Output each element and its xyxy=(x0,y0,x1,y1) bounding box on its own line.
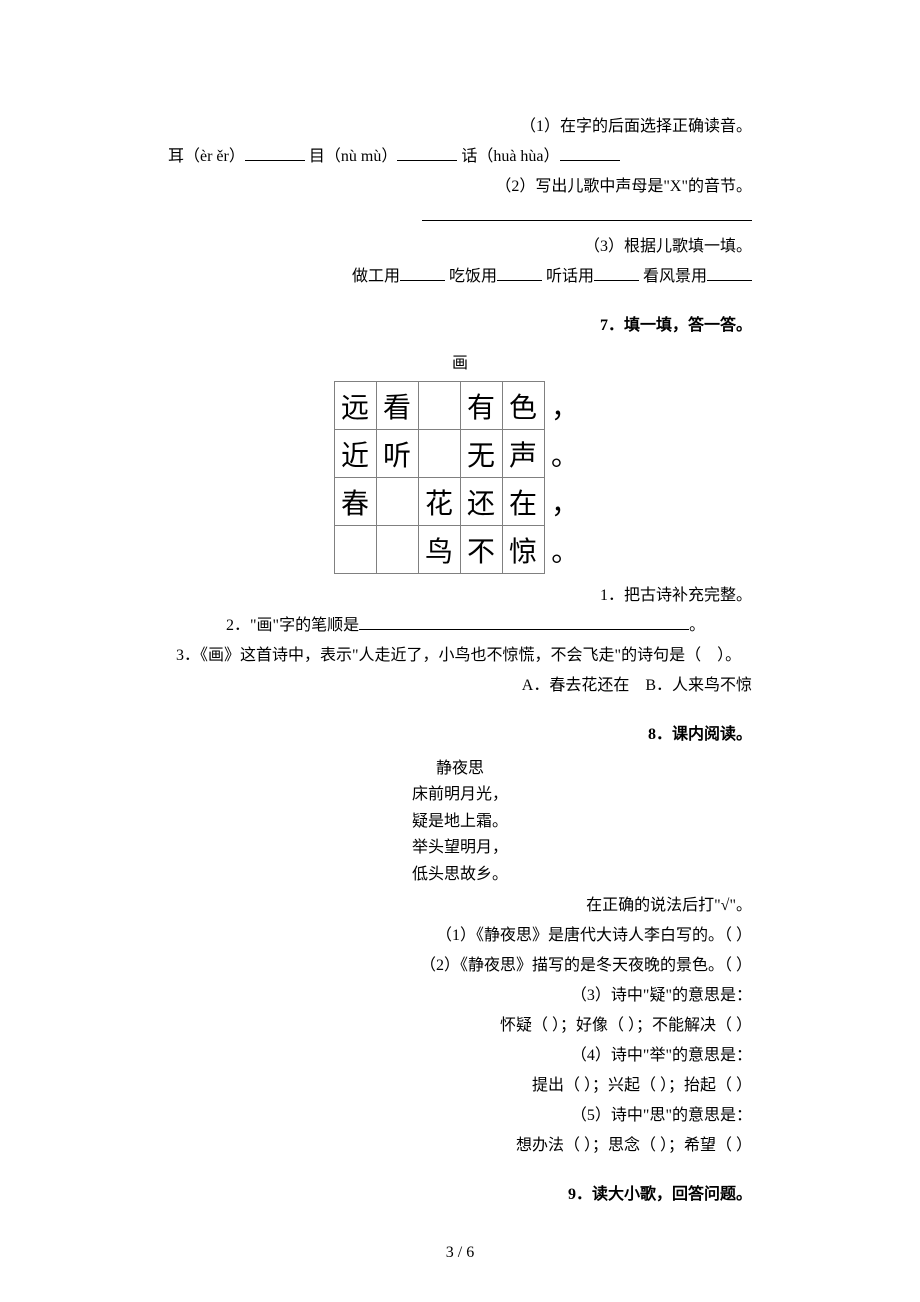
q8-heading: 8．课内阅读。 xyxy=(168,720,752,744)
q7-sub1: 1．把古诗补充完整。 xyxy=(168,584,752,608)
q8-s5b: 想办法（ ）；思念（ ）；希望（ ） xyxy=(168,1134,752,1158)
q7-sub2-prefix: 2．"画"字的笔顺是 xyxy=(226,617,359,634)
q7-options: A．春去花还在 B．人来鸟不惊 xyxy=(168,674,752,698)
blank-strokes[interactable] xyxy=(359,614,689,630)
blank-ear[interactable] xyxy=(245,145,305,161)
poem-cell: 远 xyxy=(334,382,376,430)
q9-heading: 9．读大小歌，回答问题。 xyxy=(168,1180,752,1204)
poem-cell: 惊 xyxy=(502,526,544,574)
blank-listen[interactable] xyxy=(594,265,639,281)
blank-eat[interactable] xyxy=(497,265,542,281)
poem-row-3: 春 花 还 在 ， xyxy=(334,478,586,526)
q8-poem-l4: 低头思故乡。 xyxy=(168,864,752,886)
q6-pinyin-line: 耳（èr ěr） 目（nù mù） 话（huà hùa） xyxy=(168,145,752,169)
poem-cell: 听 xyxy=(376,430,418,478)
poem-row-1: 远 看 有 色 ， xyxy=(334,382,586,430)
q8-s2: （2）《静夜思》描写的是冬天夜晚的景色。（ ） xyxy=(168,954,752,978)
q8-poem-l2: 疑是地上霜。 xyxy=(168,811,752,833)
poem-punct: ， xyxy=(544,382,586,430)
blank-hua[interactable] xyxy=(560,145,620,161)
poem-cell: 声 xyxy=(502,430,544,478)
poem-grid: 远 看 有 色 ， 近 听 无 声 。 春 花 还 在 ， 鸟 不 惊 。 xyxy=(334,381,587,574)
poem-cell-blank[interactable] xyxy=(376,478,418,526)
poem-cell: 鸟 xyxy=(418,526,460,574)
q7-sub2-suffix: 。 xyxy=(689,617,705,634)
q6-listen: 听话用 xyxy=(546,268,594,285)
poem-punct: 。 xyxy=(544,430,586,478)
poem-cell: 花 xyxy=(418,478,460,526)
blank-eye[interactable] xyxy=(397,145,457,161)
q6-see: 看风景用 xyxy=(643,268,707,285)
poem-cell: 近 xyxy=(334,430,376,478)
poem-cell: 无 xyxy=(460,430,502,478)
blank-x-syllable[interactable] xyxy=(422,205,752,221)
q8-s4b: 提出（ ）；兴起（ ）；抬起（ ） xyxy=(168,1074,752,1098)
q6-fill-line: 做工用 吃饭用 听话用 看风景用 xyxy=(168,265,752,289)
q8-s1: （1）《静夜思》是唐代大诗人李白写的。（ ） xyxy=(168,924,752,948)
blank-see[interactable] xyxy=(707,265,752,281)
poem-punct: ， xyxy=(544,478,586,526)
poem-cell: 色 xyxy=(502,382,544,430)
poem-cell-blank[interactable] xyxy=(418,382,460,430)
poem-cell: 不 xyxy=(460,526,502,574)
q8-s3b: 怀疑（ ）；好像（ ）；不能解决（ ） xyxy=(168,1014,752,1038)
q6-eye: 目（nù mù） xyxy=(309,148,397,165)
q6-hua: 话（huà hùa） xyxy=(461,148,559,165)
poem-cell: 看 xyxy=(376,382,418,430)
page-footer: 3 / 6 xyxy=(0,1244,920,1262)
q8-poem-l1: 床前明月光， xyxy=(168,784,752,806)
q8-s4a: （4）诗中"举"的意思是： xyxy=(168,1044,752,1068)
q7-sub3-line1: 3．《画》这首诗中，表示"人走近了，小鸟也不惊慌，不会飞走"的诗句是（ ）。 xyxy=(168,644,752,668)
poem-punct: 。 xyxy=(544,526,586,574)
q6-sub1-label: （1）在字的后面选择正确读音。 xyxy=(168,115,752,139)
q7-heading: 7．填一填，答一答。 xyxy=(168,311,752,335)
q7-poem-title: 画 xyxy=(168,349,752,373)
poem-cell: 在 xyxy=(502,478,544,526)
poem-row-2: 近 听 无 声 。 xyxy=(334,430,586,478)
q6-sub2-label: （2）写出儿歌中声母是"X"的音节。 xyxy=(168,175,752,199)
q7-sub2: 2．"画"字的笔顺是 。 xyxy=(168,614,752,638)
q8-poem-title: 静夜思 xyxy=(168,758,752,780)
blank-work[interactable] xyxy=(400,265,445,281)
poem-cell-blank[interactable] xyxy=(376,526,418,574)
q6-work: 做工用 xyxy=(352,268,400,285)
poem-cell: 有 xyxy=(460,382,502,430)
q6-sub3-label: （3）根据儿歌填一填。 xyxy=(168,235,752,259)
q6-sub2-blank-line xyxy=(168,205,752,229)
poem-cell-blank[interactable] xyxy=(418,430,460,478)
q8-s3a: （3）诗中"疑"的意思是： xyxy=(168,984,752,1008)
q6-eat: 吃饭用 xyxy=(449,268,497,285)
poem-cell: 春 xyxy=(334,478,376,526)
poem-cell: 还 xyxy=(460,478,502,526)
q8-instr: 在正确的说法后打"√"。 xyxy=(168,894,752,918)
q8-poem-l3: 举头望明月， xyxy=(168,837,752,859)
q6-ear: 耳（èr ěr） xyxy=(168,148,245,165)
q8-s5a: （5）诗中"思"的意思是： xyxy=(168,1104,752,1128)
poem-cell-blank[interactable] xyxy=(334,526,376,574)
poem-row-4: 鸟 不 惊 。 xyxy=(334,526,586,574)
